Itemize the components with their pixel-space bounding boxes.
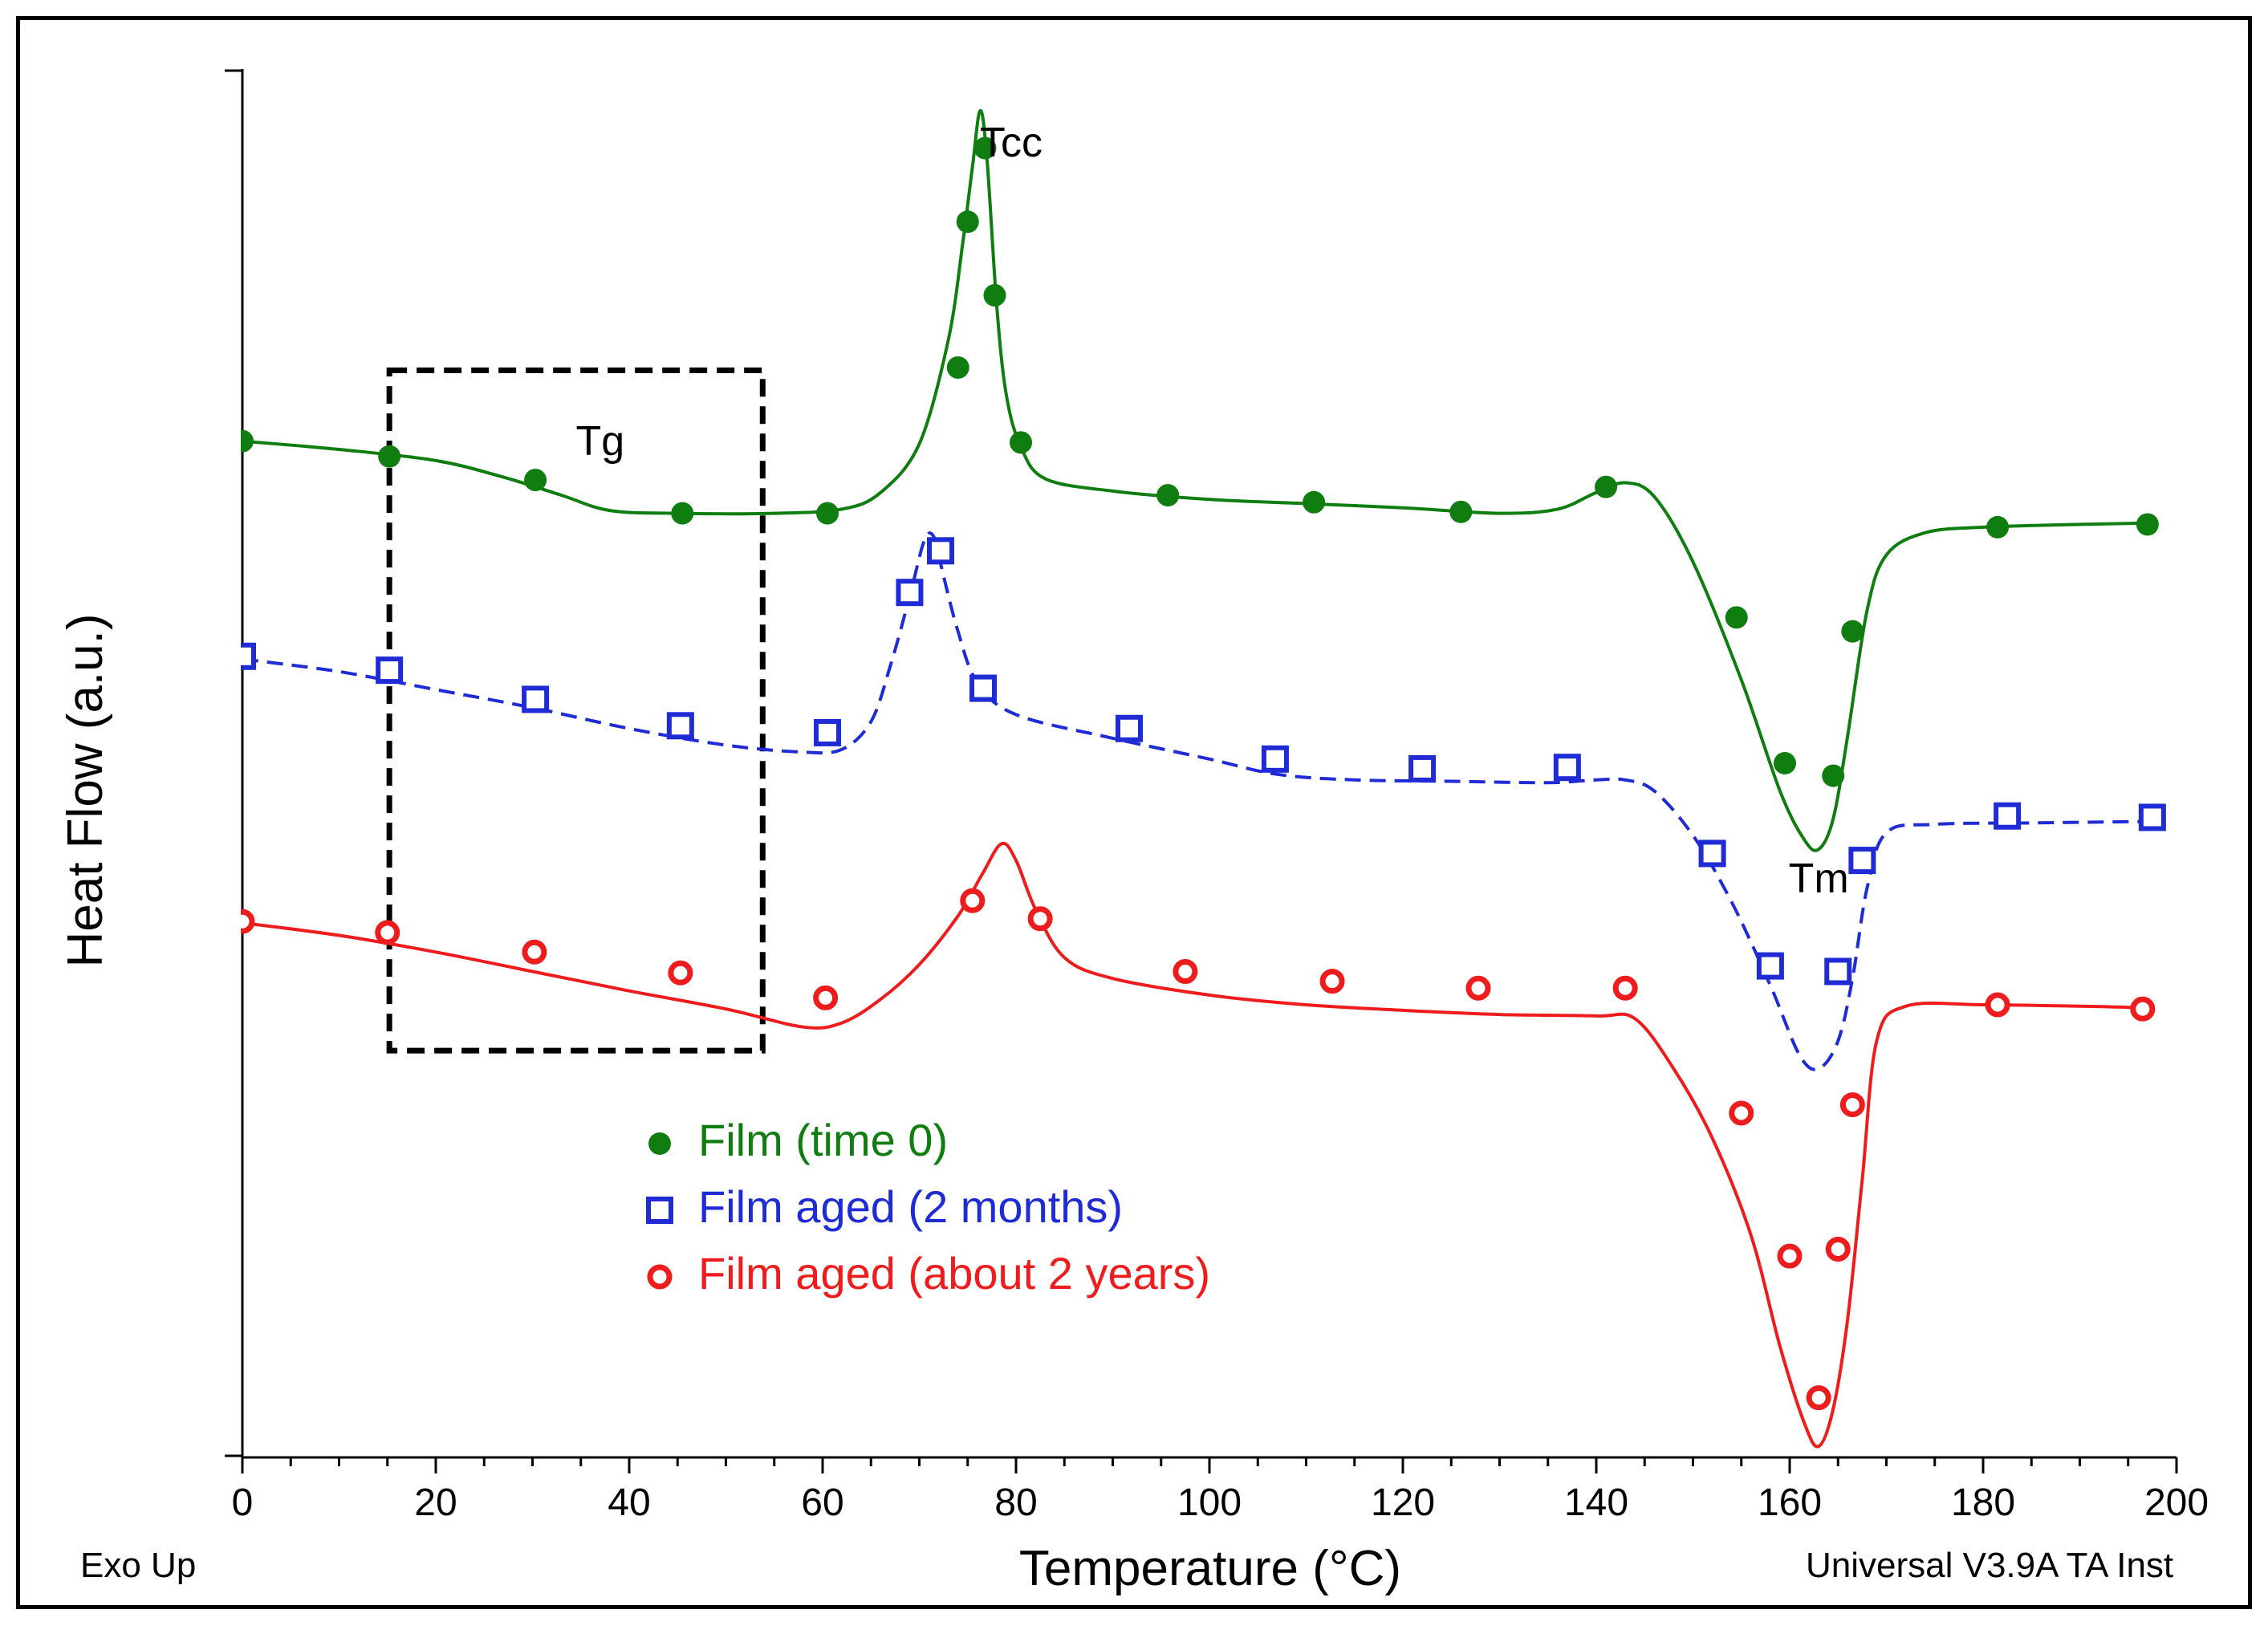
data-point <box>668 960 693 986</box>
x-tick-label: 120 <box>1371 1482 1435 1524</box>
x-axis-tick-labels: 0 20 40 60 80 100 120 140 160 180 200 <box>232 1482 2209 1524</box>
data-point <box>1595 475 1618 498</box>
data-point <box>1825 1237 1851 1262</box>
data-point <box>1303 490 1326 514</box>
series-layer <box>241 108 2166 1449</box>
y-axis-label: Heat Flow (a.u.) <box>58 613 113 967</box>
data-point <box>927 537 955 565</box>
x-tick-label: 160 <box>1758 1482 1822 1524</box>
series-line <box>242 531 2148 1071</box>
data-point <box>241 908 255 934</box>
data-point <box>1725 606 1748 629</box>
x-tick-label: 100 <box>1177 1482 1242 1524</box>
data-point <box>1010 431 1033 454</box>
data-point <box>1773 752 1796 774</box>
legend-label: Film (time 0) <box>698 1115 948 1165</box>
data-point <box>522 939 547 965</box>
data-point <box>1729 1100 1754 1126</box>
x-tick-label: 140 <box>1564 1482 1628 1524</box>
data-point <box>1156 484 1180 507</box>
data-point <box>983 283 1006 307</box>
legend-label: Film aged (about 2 years) <box>698 1248 1210 1299</box>
x-axis-label: Temperature (°C) <box>1019 1541 1401 1596</box>
series-line <box>242 108 2148 852</box>
data-point <box>1777 1243 1803 1269</box>
x-tick-label: 20 <box>414 1482 457 1524</box>
data-point <box>1994 802 2022 830</box>
annotation-tg: Tg <box>576 418 625 465</box>
legend-marker <box>646 1197 673 1224</box>
data-point <box>1449 500 1473 523</box>
data-point <box>816 502 839 525</box>
data-point <box>1806 1385 1831 1411</box>
legend: Film (time 0) Film aged (2 months) Film ag… <box>646 1115 1210 1299</box>
legend-marker <box>648 1132 671 1155</box>
data-point <box>1822 764 1845 787</box>
data-point <box>522 685 550 713</box>
data-point <box>1465 975 1491 1001</box>
data-point <box>1027 906 1053 932</box>
annotation-tm: Tm <box>1789 856 1849 902</box>
series-1 <box>241 108 2159 852</box>
data-point <box>973 136 997 160</box>
legend-label: Film aged (2 months) <box>698 1181 1123 1232</box>
data-point <box>241 429 254 453</box>
data-point <box>1841 620 1864 643</box>
data-point <box>946 356 969 379</box>
series-2 <box>241 531 2166 1071</box>
data-point <box>671 502 694 525</box>
data-point <box>1553 754 1581 782</box>
chart-frame <box>16 16 2252 1609</box>
x-tick-label: 80 <box>994 1482 1037 1524</box>
data-point <box>1839 1092 1865 1118</box>
series-3 <box>241 841 2156 1449</box>
data-point <box>1173 959 1198 984</box>
series-line <box>242 841 2138 1449</box>
data-point <box>814 718 842 746</box>
x-tick-label: 180 <box>1951 1482 2015 1524</box>
data-point <box>1261 745 1289 773</box>
data-point <box>241 642 256 670</box>
x-axis-ticks <box>241 1457 2178 1473</box>
x-tick-label: 40 <box>608 1482 650 1524</box>
data-point <box>376 656 404 685</box>
annotation-layer: Tcc Tg Tm <box>576 120 1849 902</box>
data-point <box>969 674 998 702</box>
data-point <box>1848 847 1876 875</box>
data-point <box>1408 754 1437 782</box>
data-point <box>2136 513 2159 536</box>
x-tick-label: 200 <box>2144 1482 2209 1524</box>
data-point <box>1824 957 1852 986</box>
data-point <box>960 888 986 913</box>
x-tick-label: 60 <box>801 1482 843 1524</box>
instrument-label: Universal V3.9A TA Inst <box>1806 1546 2173 1585</box>
data-point <box>956 210 979 234</box>
annotation-tcc: Tcc <box>980 120 1043 166</box>
data-point <box>2138 803 2166 831</box>
data-point <box>1985 992 2010 1018</box>
data-point <box>1612 975 1638 1001</box>
data-point <box>1698 839 1726 868</box>
x-tick-label: 0 <box>232 1482 254 1524</box>
data-point <box>524 469 547 492</box>
data-point <box>375 920 400 945</box>
data-point <box>1986 515 2010 539</box>
exo-up-label: Exo Up <box>80 1546 196 1585</box>
data-point <box>666 712 694 740</box>
data-point <box>896 579 924 607</box>
data-point <box>1115 714 1143 742</box>
data-point <box>2130 996 2156 1022</box>
tg-region-box <box>386 367 766 1054</box>
data-point <box>1319 969 1345 994</box>
data-point <box>813 985 839 1010</box>
data-point <box>1756 952 1784 980</box>
legend-marker <box>647 1264 673 1290</box>
data-point <box>378 445 401 468</box>
